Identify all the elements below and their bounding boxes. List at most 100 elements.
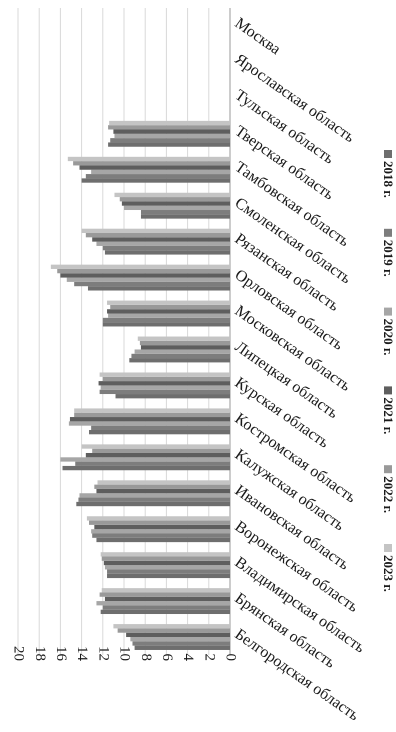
bar xyxy=(131,353,230,359)
bar xyxy=(91,425,230,430)
bar xyxy=(74,412,231,418)
legend-swatch xyxy=(384,307,392,316)
bar xyxy=(92,237,230,242)
bar xyxy=(119,197,230,202)
tick-label: 6 xyxy=(159,654,175,662)
bar xyxy=(91,169,230,175)
bar xyxy=(85,174,230,179)
bar xyxy=(100,385,231,390)
bar xyxy=(102,376,230,382)
bar xyxy=(94,484,230,489)
bar xyxy=(139,340,230,346)
bar xyxy=(79,493,230,498)
bar xyxy=(107,569,230,574)
bar xyxy=(73,161,231,166)
tick-label: 14 xyxy=(74,646,90,662)
bar xyxy=(115,394,230,399)
bars xyxy=(50,120,231,650)
bar xyxy=(50,264,230,269)
bar xyxy=(140,345,230,350)
bar xyxy=(101,588,231,593)
bar xyxy=(104,596,230,602)
tick-label: 10 xyxy=(117,646,133,661)
bar xyxy=(102,322,230,327)
legend-swatch xyxy=(384,465,392,474)
bar xyxy=(69,417,230,422)
bar xyxy=(129,358,230,363)
bar xyxy=(74,281,231,287)
bar xyxy=(117,628,230,633)
bar xyxy=(96,601,230,606)
bar xyxy=(114,192,230,198)
bar xyxy=(99,389,231,395)
bar xyxy=(102,245,230,251)
bar xyxy=(134,645,230,650)
bar xyxy=(110,304,230,310)
bar xyxy=(94,524,230,530)
bar xyxy=(96,241,230,246)
bar xyxy=(102,605,230,610)
bar xyxy=(57,268,230,274)
legend-swatch xyxy=(384,544,392,552)
bar xyxy=(134,349,230,354)
legend-label: 2019 г. xyxy=(381,240,396,277)
bar xyxy=(86,516,231,521)
bar xyxy=(107,309,230,314)
legend-label: 2023 г. xyxy=(381,555,396,592)
bar xyxy=(132,641,230,646)
bar xyxy=(75,461,231,466)
bar xyxy=(101,556,231,561)
bar xyxy=(113,129,230,134)
bar xyxy=(124,205,230,211)
bar xyxy=(92,533,230,538)
bar xyxy=(113,624,230,629)
legend-swatch xyxy=(384,386,392,395)
bar xyxy=(81,228,230,234)
tick-label: 12 xyxy=(95,646,111,661)
bar xyxy=(68,421,230,426)
bar xyxy=(98,381,230,386)
bar xyxy=(89,520,231,525)
tick-label: 4 xyxy=(180,654,196,662)
tick-label: 2 xyxy=(201,654,217,662)
legend-swatch xyxy=(384,228,392,237)
bar xyxy=(114,133,230,139)
bar xyxy=(89,429,231,435)
bar xyxy=(137,336,230,341)
bar xyxy=(140,214,230,219)
bar xyxy=(99,372,231,377)
bar xyxy=(109,120,230,126)
tick-label: 16 xyxy=(53,646,69,662)
bar xyxy=(81,178,230,183)
bar xyxy=(130,637,230,642)
bar xyxy=(85,233,230,238)
bar xyxy=(78,497,230,502)
bar xyxy=(81,444,230,449)
bar xyxy=(126,632,230,638)
bar xyxy=(99,592,231,597)
bar xyxy=(87,286,231,291)
legend-label: 2020 г. xyxy=(381,319,396,356)
bar xyxy=(140,210,230,215)
bar xyxy=(102,317,230,323)
tick-label: 20 xyxy=(11,646,27,661)
bar xyxy=(103,560,230,566)
bar xyxy=(76,501,230,507)
bar xyxy=(62,465,230,471)
bar xyxy=(60,457,231,462)
bar xyxy=(108,125,230,130)
bar xyxy=(96,488,230,494)
legend: 2018 г. 2019 г. 2020 г. 2021 г. 2022 г. 2023 … xyxy=(381,150,396,592)
legend-label: 2021 г. xyxy=(381,397,396,434)
bar xyxy=(85,452,230,458)
legend-label: 2022 г. xyxy=(381,476,396,513)
bar xyxy=(104,565,230,570)
bar xyxy=(97,480,230,485)
bar xyxy=(107,300,230,305)
legend-swatch xyxy=(384,150,392,158)
bar xyxy=(91,529,230,534)
legend-label: 2018 г. xyxy=(381,161,396,198)
bar xyxy=(100,609,231,615)
